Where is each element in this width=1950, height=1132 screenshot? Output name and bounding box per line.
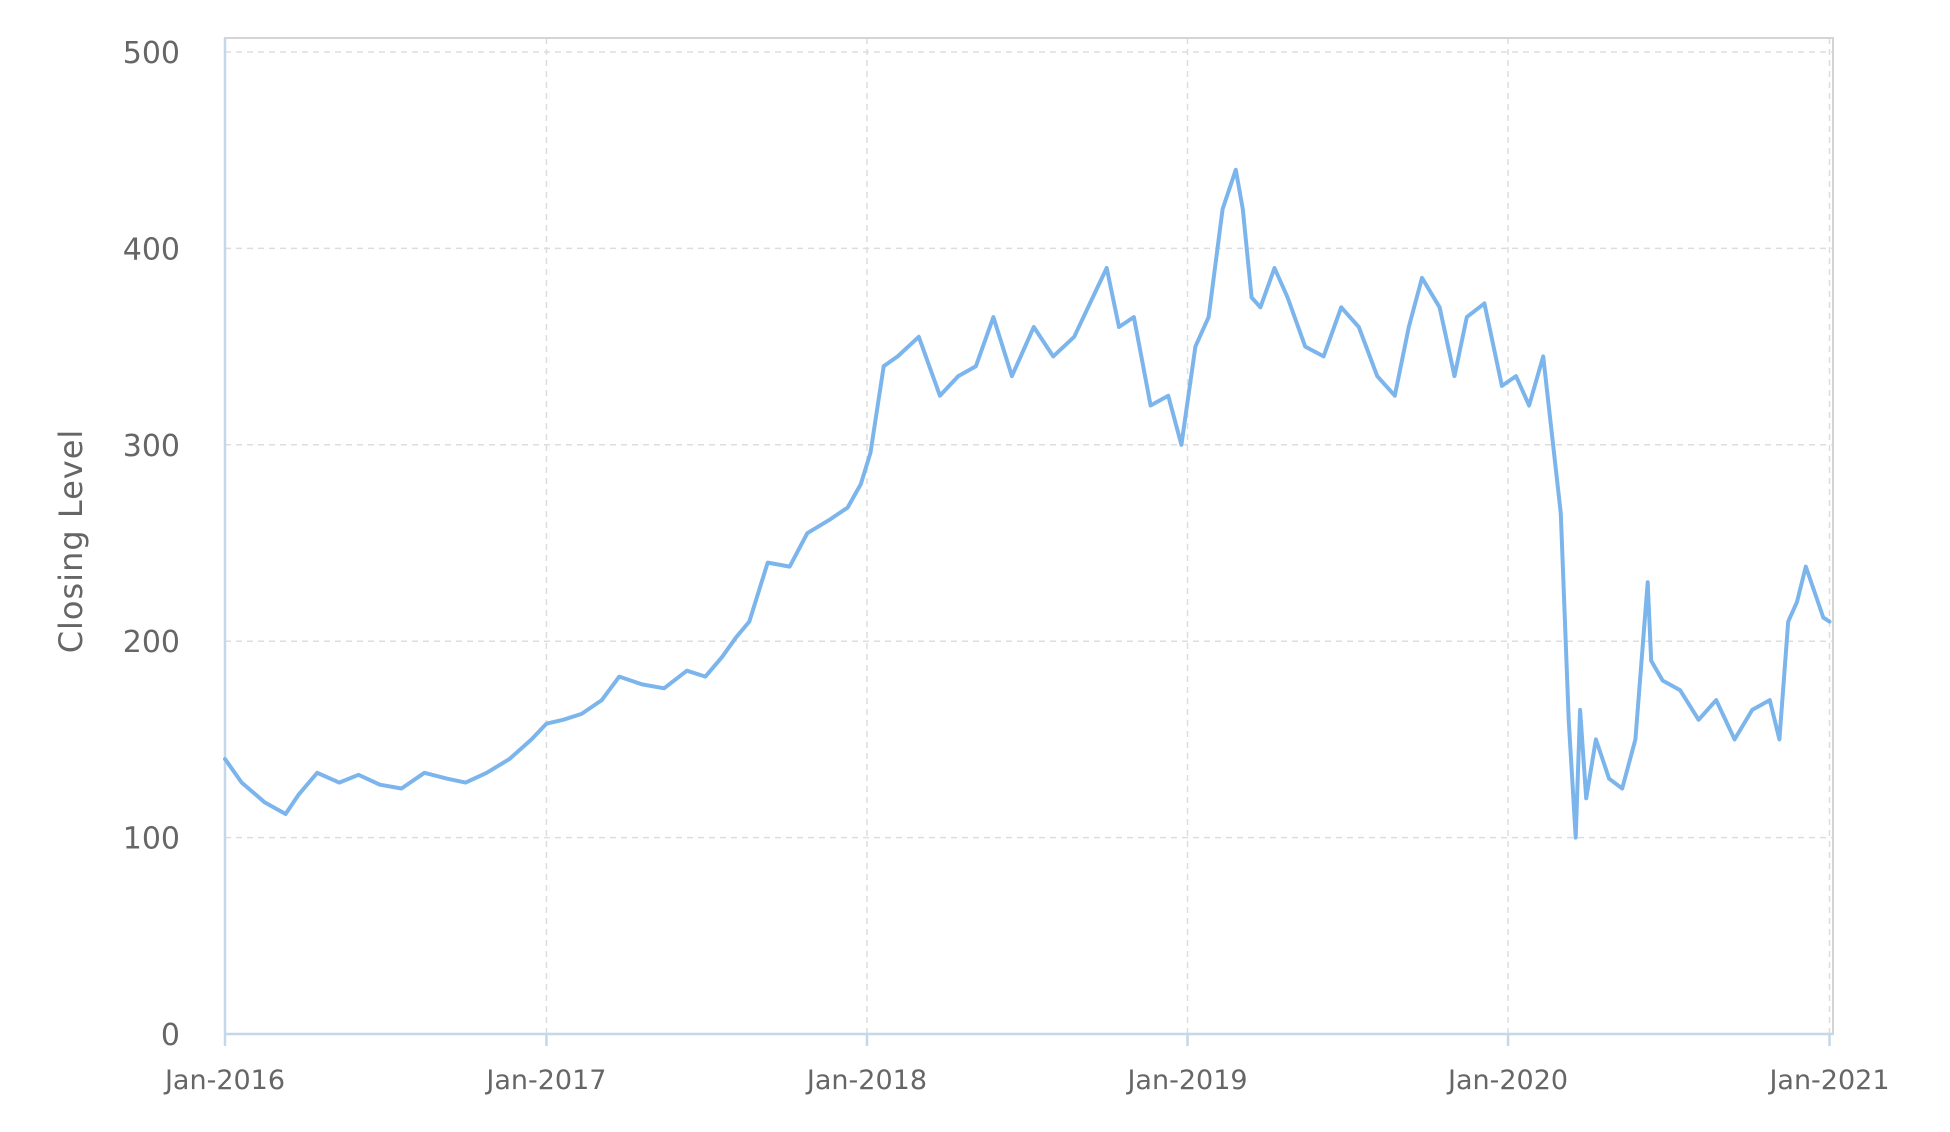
- y-axis-title: Closing Level: [52, 429, 90, 654]
- axes: [223, 38, 1833, 1046]
- y-tick-label: 300: [123, 429, 180, 464]
- x-tick-label: Jan-2016: [163, 1065, 285, 1096]
- y-tick-label: 0: [161, 1018, 180, 1053]
- x-tick-label: Jan-2017: [484, 1065, 606, 1096]
- series-layer: [223, 167, 1832, 840]
- x-axis-tick-labels: Jan-2016 Jan-2017 Jan-2018 Jan-2019 Jan-2020…: [163, 1065, 1890, 1096]
- y-axis-tick-labels: 0 100 200 300 400 500: [123, 36, 180, 1053]
- x-tick-label: Jan-2018: [805, 1065, 927, 1096]
- x-tick-label: Jan-2021: [1767, 1065, 1889, 1096]
- x-tick-label: Jan-2020: [1446, 1065, 1568, 1096]
- y-tick-label: 500: [123, 36, 180, 71]
- gridlines: [224, 38, 1833, 1034]
- series-line-0: [223, 167, 1832, 840]
- plot-area-frame: [224, 37, 1834, 1035]
- y-tick-label: 400: [123, 232, 180, 267]
- y-tick-label: 200: [123, 625, 180, 660]
- x-tick-label: Jan-2019: [1125, 1065, 1247, 1096]
- y-tick-label: 100: [123, 822, 180, 857]
